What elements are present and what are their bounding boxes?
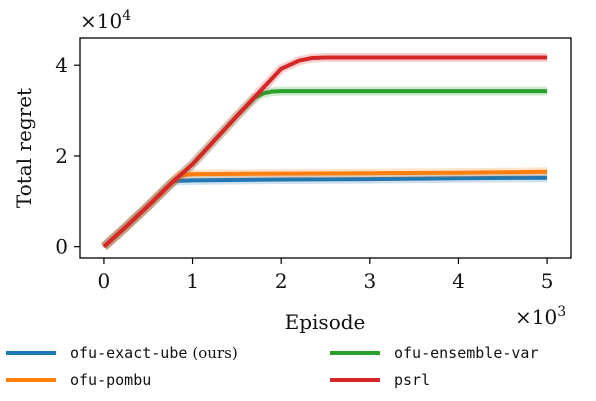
x-tick-label: 2 xyxy=(275,269,288,293)
x-multiplier: ×103 xyxy=(515,304,566,329)
x-tick-label: 0 xyxy=(98,269,111,293)
series-band-3 xyxy=(100,53,548,251)
legend-label: ofu-pombu xyxy=(70,371,151,389)
x-tick-label: 4 xyxy=(452,269,465,293)
legend-item-ofu-pombu: ofu-pombu xyxy=(6,371,151,389)
legend-label: psrl xyxy=(394,371,430,389)
x-axis: 0 1 2 3 4 5 xyxy=(98,258,554,293)
legend-label: ofu-ensemble-var xyxy=(394,344,539,362)
x-tick-label: 1 xyxy=(186,269,199,293)
legend-item-ofu-exact-ube: ofu-exact-ube (ours) xyxy=(6,344,238,362)
legend-label: ofu-exact-ube (ours) xyxy=(70,344,238,362)
x-tick-label: 5 xyxy=(541,269,554,293)
y-axis-label: Total regret xyxy=(12,88,36,208)
y-tick-label: 4 xyxy=(55,53,68,77)
y-multiplier: ×104 xyxy=(80,8,131,33)
plot-lines xyxy=(100,53,548,251)
legend-item-ofu-ensemble-var: ofu-ensemble-var xyxy=(330,344,539,362)
series-line-psrl xyxy=(102,55,548,249)
y-tick-label: 2 xyxy=(55,144,68,168)
x-tick-label: 3 xyxy=(363,269,376,293)
legend-item-psrl: psrl xyxy=(330,371,430,389)
plot-frame xyxy=(79,37,572,259)
y-tick-label: 0 xyxy=(55,235,68,259)
legend: ofu-exact-ube (ours) ofu-ensemble-var ofu-p… xyxy=(6,344,539,389)
x-axis-label: Episode xyxy=(285,310,366,334)
y-axis: 0 2 4 xyxy=(55,53,80,259)
